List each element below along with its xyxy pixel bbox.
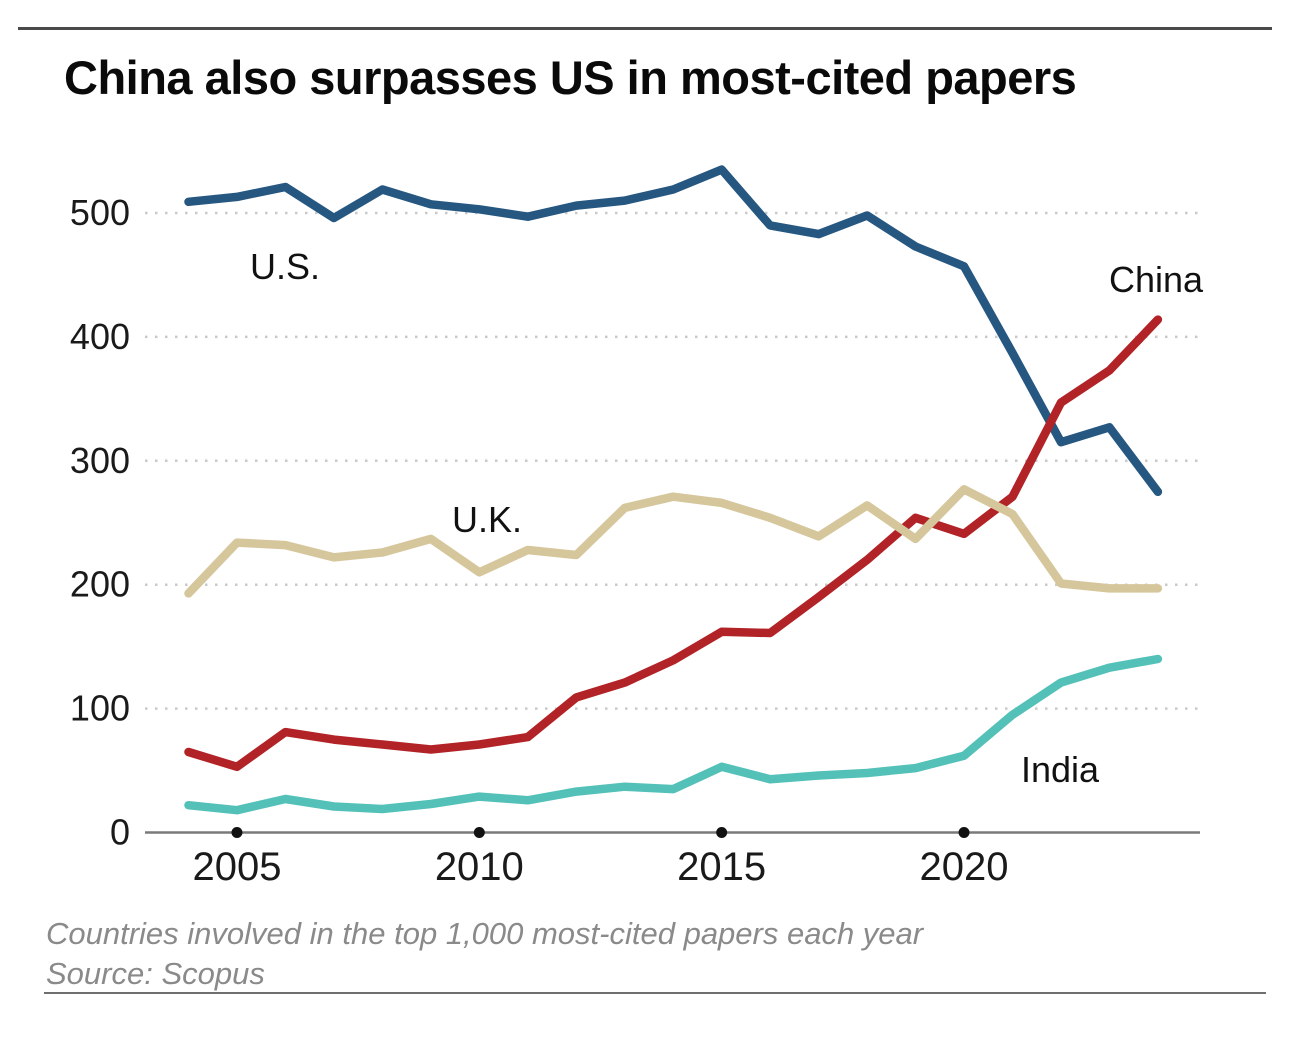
series-line-india [184, 654, 1163, 815]
series-line-china [184, 315, 1163, 772]
series-line-us [184, 165, 1163, 497]
x-tick-dot-2010 [473, 827, 485, 838]
series-label-uk: U.K. [452, 499, 522, 540]
chart-footnote: Countries involved in the top 1,000 most… [46, 916, 924, 951]
x-tick-label-2005: 2005 [192, 845, 281, 889]
y-tick-label-300: 300 [70, 440, 130, 481]
y-tick-label-500: 500 [70, 192, 130, 233]
x-tick-dot-2020 [958, 827, 970, 838]
chart-source: Source: Scopus [46, 956, 265, 991]
series-label-us: U.S. [250, 246, 320, 287]
x-tick-dot-2005 [231, 827, 243, 838]
x-tick-label-2020: 2020 [920, 845, 1009, 889]
y-tick-label-100: 100 [70, 688, 130, 729]
top-divider-rule [18, 27, 1272, 30]
chart-footnotes: Countries involved in the top 1,000 most… [46, 914, 1266, 994]
series-line-uk [184, 485, 1163, 598]
bottom-divider-rule [44, 992, 1266, 994]
series-label-india: India [1021, 749, 1100, 790]
x-tick-label-2010: 2010 [435, 845, 524, 889]
x-tick-label-2015: 2015 [677, 845, 766, 889]
y-tick-label-400: 400 [70, 316, 130, 357]
series-label-china: China [1109, 259, 1204, 300]
y-tick-label-0: 0 [110, 812, 130, 853]
y-tick-label-200: 200 [70, 564, 130, 605]
x-tick-dot-2015 [716, 827, 728, 838]
chart-title: China also surpasses US in most-cited pa… [64, 51, 1077, 104]
